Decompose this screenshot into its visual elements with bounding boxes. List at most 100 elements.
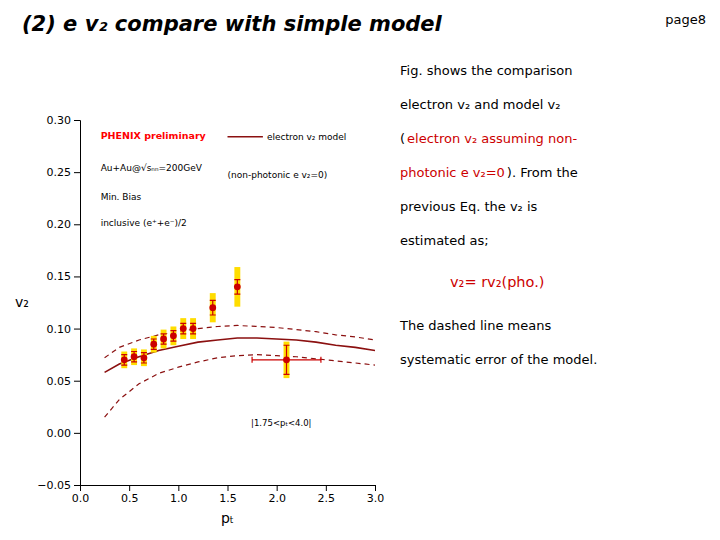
note-text: ( [400,131,405,146]
y-tick-mark [74,224,80,225]
y-tick-mark [74,329,80,330]
legend-swatch [228,136,263,138]
y-axis-label: v₂ [15,294,29,310]
y-error-bar [170,331,176,341]
data-point [131,353,138,360]
y-tick-mark [74,276,80,277]
x-tick-label: 1.5 [219,492,237,505]
x-tick-mark [375,485,376,491]
y-error-bar [141,353,147,363]
note-text: electron v₂ assuming non- [407,131,577,146]
x-tick-mark [129,485,130,491]
x-tick: 2.5 [318,485,336,505]
annotation: PHENIX preliminary [101,130,207,141]
y-tick: 0.20 [47,218,81,231]
x-tick-label: 2.0 [268,492,286,505]
x-tick: 3.0 [367,485,385,505]
x-tick: 2.0 [268,485,286,505]
y-error-bar [234,280,240,295]
y-error-bar [131,352,137,362]
note-text: The dashed line means [399,318,551,333]
annotation: |1.75<pₜ<4.0| [251,418,311,428]
x-tick: 1.5 [219,485,237,505]
x-axis: 0.0 0.5 1.0 1.5 2.0 2.5 3.0 [72,485,385,505]
y-error-bar [190,323,196,333]
data-point [170,332,177,339]
data-point [160,336,167,343]
plot-area [105,267,375,417]
y-error-bar [180,323,186,333]
y-tick-label: 0.00 [47,427,72,440]
systematic-box [121,352,127,369]
y-tick-label: 0.30 [47,114,72,127]
y-error-bar [210,300,216,315]
legend-label: electron v₂ model [267,132,346,142]
y-tick-label: 0.05 [47,375,72,388]
x-error-bar [252,357,321,363]
y-tick: 0.15 [47,270,81,283]
note-text: Fig. shows the comparison [400,63,573,78]
data-point [121,356,128,363]
y-tick-mark [74,120,80,121]
y-tick-label: 0.25 [47,166,72,179]
y-tick-mark [74,381,80,382]
systematic-box [151,336,157,353]
title: (2) e v₂ compare with simple model [22,12,443,36]
note-text: v₂= rv₂(pho.) [450,274,544,290]
y-tick: 0.25 [47,166,81,179]
systematic-box [284,342,290,379]
x-axis-line [81,486,376,492]
x-tick-label: 0.0 [72,492,90,505]
y-tick-mark [74,433,80,434]
y-error-bar [284,345,290,374]
data-point [283,356,290,363]
systematic-box [234,267,240,307]
x-tick-label: 1.0 [170,492,188,505]
note-text: ). From the [507,165,578,180]
y-axis-line [74,121,81,486]
x-tick: 1.0 [170,485,188,505]
y-tick: 0.00 [47,427,81,440]
systematic-box [180,318,186,339]
page-label: page8 [665,12,706,27]
data-point [141,354,148,361]
y-tick-label: 0.15 [47,270,72,283]
y-tick: 0.30 [47,114,81,127]
note-text: electron v₂ and model v₂ [400,97,560,112]
y-error-bar [151,339,157,349]
annotation: (non-photonic e v₂=0) [228,170,328,180]
systematic-box [210,293,216,322]
y-error-bar [121,355,127,365]
systematic-box [190,318,196,339]
x-tick-mark [178,485,179,491]
annotation: inclusive (e⁺+e⁻)/2 [101,218,187,228]
x-tick: 0.0 [72,485,90,505]
x-tick: 0.5 [121,485,139,505]
annotation: Au+Au@√sₙₙ=200GeV [101,163,203,173]
annotation: Min. Bias [101,192,142,202]
y-tick: 0.10 [47,323,81,336]
y-tick: −0.05 [37,479,80,492]
systematic-box [161,330,167,349]
y-tick-mark [74,172,80,173]
note-text: photonic e v₂=0 [400,165,505,180]
systematic-box [170,326,176,345]
x-tick-mark [228,485,229,491]
x-tick-label: 2.5 [318,492,336,505]
data-point [150,341,157,348]
data-point [209,304,216,311]
y-tick-label: −0.05 [37,479,71,492]
data-point [180,325,187,332]
y-tick: 0.05 [47,375,81,388]
y-tick-label: 0.10 [47,323,72,336]
data-point [234,283,241,290]
note-text: systematic error of the model. [400,352,597,367]
x-tick-mark [326,485,327,491]
y-tick-mark [74,485,80,486]
x-tick-label: 0.5 [121,492,139,505]
x-tick-mark [277,485,278,491]
x-tick-label: 3.0 [367,492,385,505]
chart: (2) e v₂ compare with simple model page8 0… [0,0,720,540]
note-text: estimated as; [400,233,489,248]
systematic-box [141,349,147,366]
